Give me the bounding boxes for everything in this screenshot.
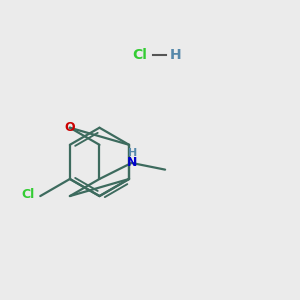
Text: H: H	[128, 148, 138, 158]
Text: Cl: Cl	[21, 188, 34, 201]
Text: H: H	[169, 48, 181, 62]
Text: N: N	[126, 156, 137, 170]
Text: Cl: Cl	[132, 48, 147, 62]
Text: O: O	[64, 121, 75, 134]
